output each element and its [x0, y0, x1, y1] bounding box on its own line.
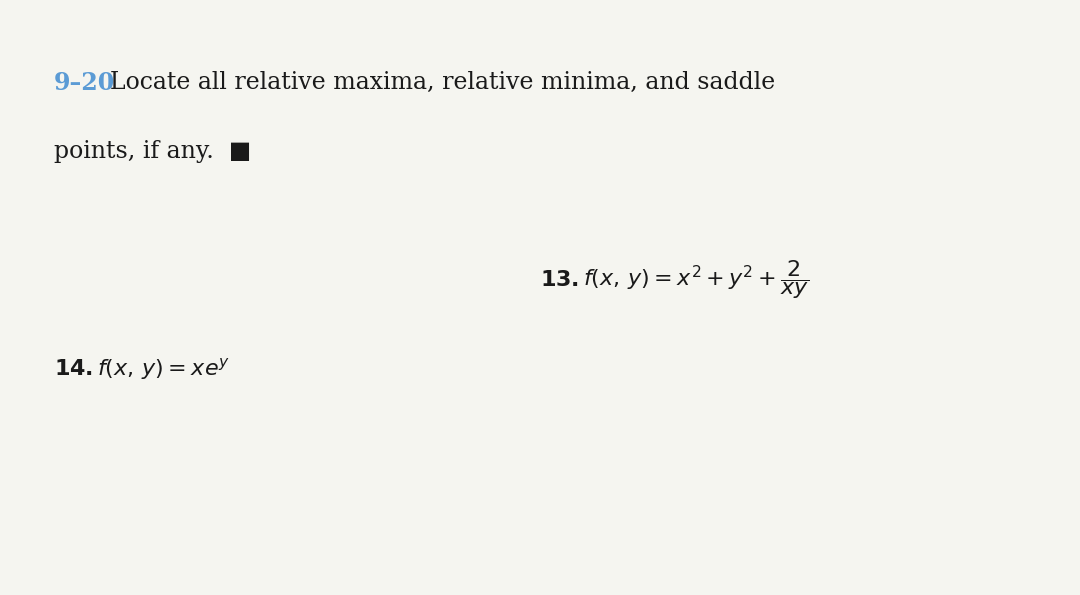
- Text: 9–20: 9–20: [54, 71, 116, 95]
- Text: $\mathbf{14.}$: $\mathbf{14.}$: [54, 358, 93, 380]
- Text: $f(x,\, y) = xe^y$: $f(x,\, y) = xe^y$: [97, 356, 230, 382]
- Text: Locate all relative maxima, relative minima, and saddle: Locate all relative maxima, relative min…: [110, 71, 775, 95]
- Text: points, if any.  ■: points, if any. ■: [54, 140, 252, 163]
- Text: $f(x,\, y) = x^2 + y^2 + \dfrac{2}{xy}$: $f(x,\, y) = x^2 + y^2 + \dfrac{2}{xy}$: [583, 258, 810, 301]
- Text: $\mathbf{13.}$: $\mathbf{13.}$: [540, 269, 579, 290]
